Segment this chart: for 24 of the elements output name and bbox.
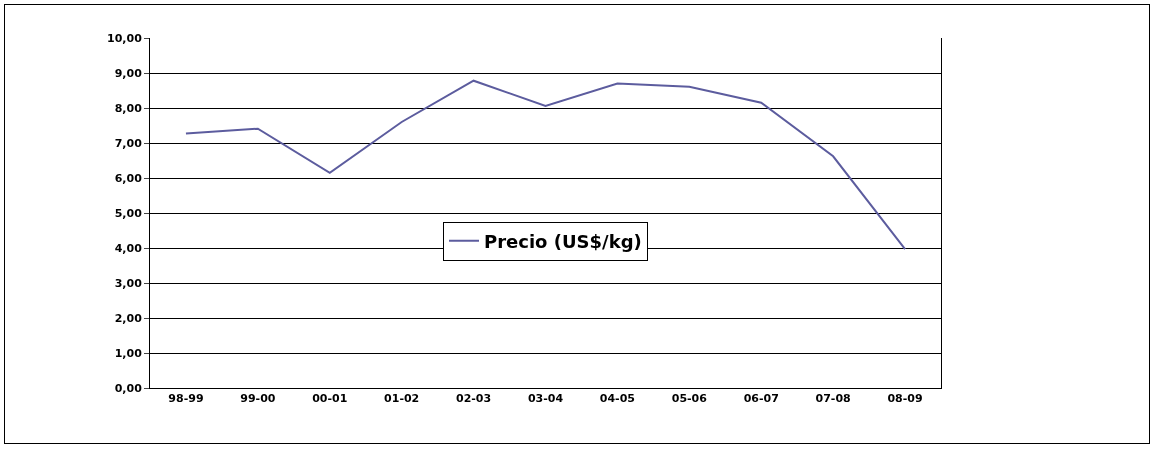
x-tick-label: 06-07	[743, 392, 779, 406]
x-tick-label: 01-02	[384, 392, 420, 406]
x-tick-label: 98-99	[168, 392, 204, 406]
y-tick-label: 8,00	[114, 101, 143, 115]
x-tick-label: 00-01	[312, 392, 348, 406]
x-tick-label: 05-06	[671, 392, 708, 406]
y-tick-label: 2,00	[114, 311, 143, 325]
y-tick-label: 7,00	[114, 136, 143, 150]
y-tick-label: 0,00	[114, 381, 143, 395]
y-tick-label: 10,00	[107, 31, 143, 45]
line-series	[184, 79, 907, 251]
x-tick-label: 08-09	[887, 392, 923, 406]
legend-label: Precio (US$/kg)	[484, 230, 642, 252]
x-tick-label: 02-03	[456, 392, 492, 406]
x-tick-label: 99-00	[240, 392, 276, 406]
y-tick-label: 9,00	[114, 66, 143, 80]
y-tick-label: 5,00	[114, 206, 143, 220]
y-tick-label: 6,00	[114, 171, 143, 185]
x-tick-label: 07-08	[815, 392, 851, 406]
y-tick-label: 4,00	[114, 241, 143, 255]
x-tick-label: 03-04	[527, 392, 564, 406]
y-tick-label: 1,00	[114, 346, 143, 360]
y-tick-label: 3,00	[114, 276, 143, 290]
x-tick-label: 04-05	[599, 392, 635, 406]
